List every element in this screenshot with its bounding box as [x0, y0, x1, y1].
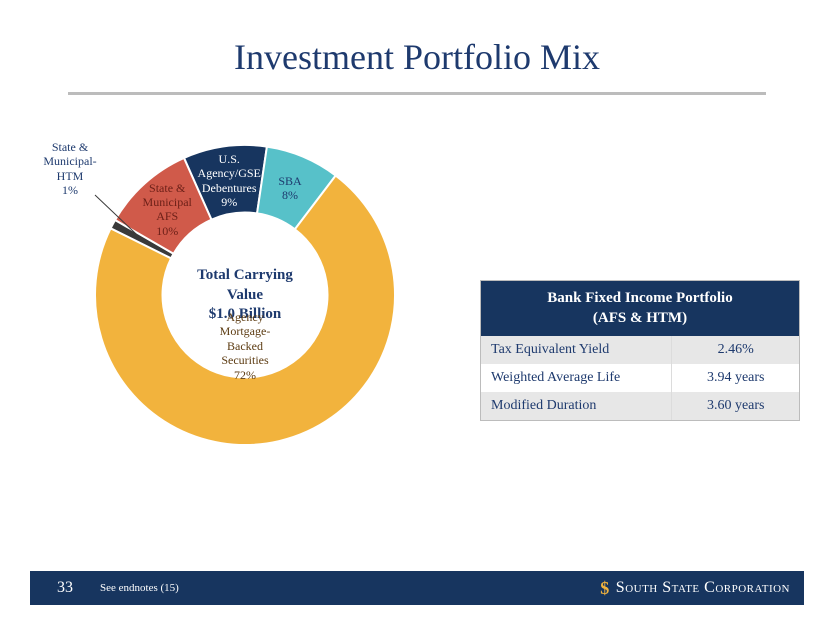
- endnote-ref: See endnotes (15): [100, 582, 600, 594]
- donut-chart: Total Carrying Value $1.0 Billion U.S.Ag…: [90, 140, 400, 450]
- center-line: Value: [227, 286, 263, 302]
- table-header-line: Bank Fixed Income Portfolio: [547, 290, 732, 306]
- table-cell-value: 3.94 years: [672, 364, 799, 392]
- table-cell-key: Modified Duration: [481, 392, 672, 420]
- footer-bar: 33 See endnotes (15) $ South State Corpo…: [30, 571, 804, 605]
- table-row: Tax Equivalent Yield2.46%: [481, 336, 799, 364]
- table-cell-value: 3.60 years: [672, 392, 799, 420]
- slide: Investment Portfolio Mix State & Municip…: [0, 0, 834, 635]
- segment-line: HTM: [57, 169, 84, 183]
- table-cell-value: 2.46%: [672, 336, 799, 364]
- metrics-table: Bank Fixed Income Portfolio (AFS & HTM) …: [480, 280, 800, 421]
- table-row: Modified Duration3.60 years: [481, 392, 799, 420]
- brand: $ South State Corporation: [600, 578, 804, 599]
- table-row: Weighted Average Life3.94 years: [481, 364, 799, 392]
- brand-name: South State Corporation: [616, 579, 790, 597]
- segment-label: SBA8%: [245, 174, 335, 203]
- brand-logo-icon: $: [600, 578, 610, 599]
- segment-pct: 1%: [62, 183, 78, 197]
- segment-label: AgencyMortgage-BackedSecurities72%: [185, 310, 305, 382]
- table-cell-key: Tax Equivalent Yield: [481, 336, 672, 364]
- title-rule: [68, 92, 766, 95]
- center-line: Total Carrying: [197, 267, 293, 283]
- table-header-line: (AFS & HTM): [593, 310, 687, 326]
- page-title: Investment Portfolio Mix: [0, 36, 834, 78]
- table-cell-key: Weighted Average Life: [481, 364, 672, 392]
- segment-label: State &MunicipalAFS10%: [122, 181, 212, 239]
- segment-line: State &: [52, 140, 88, 154]
- page-number: 33: [30, 579, 100, 597]
- table-header: Bank Fixed Income Portfolio (AFS & HTM): [481, 281, 799, 336]
- segment-line: Municipal-: [43, 154, 96, 168]
